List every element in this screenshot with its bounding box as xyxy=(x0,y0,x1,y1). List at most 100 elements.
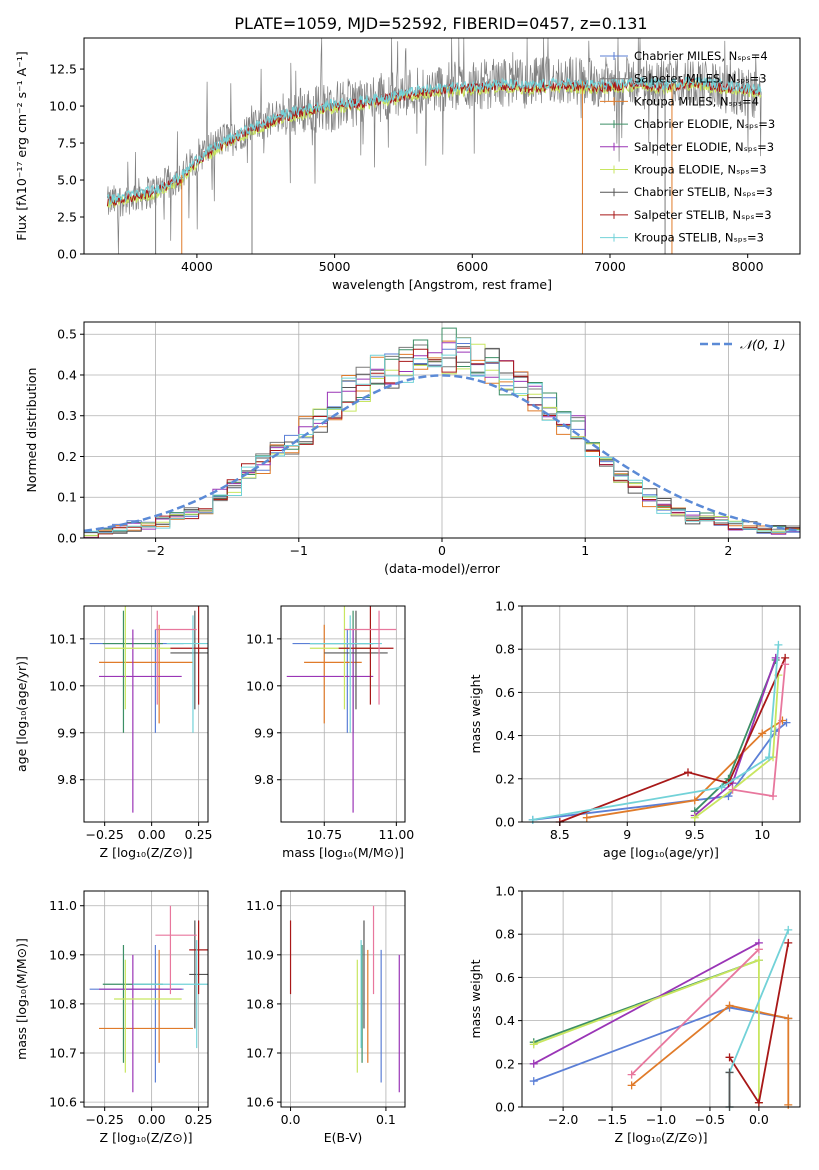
spectrum-model-line xyxy=(106,77,762,207)
spectrum-legend: Chabrier MILES, Nₛₚₛ=4 Salpeter MILES, Nₛ… xyxy=(600,49,775,245)
mass-vs-ebv-plot-area xyxy=(289,905,400,1093)
y-tick-label: 0.0 xyxy=(57,531,77,546)
weight-vs-age-frame xyxy=(521,605,801,823)
weight-marker xyxy=(582,813,591,822)
x-tick-label: 0.00 xyxy=(138,1112,166,1127)
x-tick-label: 2 xyxy=(724,543,732,558)
mass-vs-ebv-frame xyxy=(280,890,406,1108)
age-vs-mass-plot-area xyxy=(286,606,397,813)
y-tick-label: 12.5 xyxy=(49,62,77,77)
y-tick-label: 5.0 xyxy=(57,173,77,188)
y-tick-label: 7.5 xyxy=(57,136,77,151)
x-tick-label: 10 xyxy=(754,827,770,842)
y-tick-label: 10.6 xyxy=(246,1095,274,1110)
y-tick-label: 9.8 xyxy=(57,772,77,787)
x-tick-label: −0.25 xyxy=(86,827,124,842)
y-tick-label: 9.8 xyxy=(254,772,274,787)
weight-line-salp_stelib xyxy=(559,657,787,823)
mass-vs-ebv-axes: 0.0 0.1 10.6 10.7 10.8 10.9 11.0 E(B-V) xyxy=(246,890,406,1145)
x-tick-label: −1.0 xyxy=(646,1112,676,1127)
y-tick-label: 10.8 xyxy=(49,996,77,1011)
y-tick-label: 0.4 xyxy=(57,367,77,382)
y-tick-label: 10.0 xyxy=(246,678,274,693)
weight-line-pink xyxy=(630,948,760,1076)
weight-marker xyxy=(758,729,767,738)
x-tick-label: −1 xyxy=(290,543,308,558)
legend-label: 𝒩(0, 1) xyxy=(740,337,786,352)
weight-vs-age-y-axis-label: mass weight xyxy=(468,674,483,753)
y-tick-label: 10.7 xyxy=(49,1046,77,1061)
x-tick-label: −2 xyxy=(146,543,164,558)
weight-marker xyxy=(771,653,780,662)
weight-line-salp_elodie xyxy=(533,942,760,1065)
mass-vs-ebv-x-axis-label: E(B-V) xyxy=(324,1130,363,1145)
weight-marker xyxy=(528,815,537,824)
x-tick-label: 4000 xyxy=(181,259,213,274)
y-tick-label: 10.9 xyxy=(49,947,77,962)
y-tick-label: 11.0 xyxy=(246,898,274,913)
x-tick-label: 0 xyxy=(438,543,446,558)
weight-marker xyxy=(769,792,778,801)
weight-marker xyxy=(784,1100,793,1109)
y-tick-label: 2.5 xyxy=(57,210,77,225)
x-tick-label: 11.00 xyxy=(378,827,414,842)
residuals-y-axis-label: Normed distribution xyxy=(24,368,39,493)
legend-label: Chabrier ELODIE, Nₛₚₛ=3 xyxy=(634,117,775,131)
weight-marker xyxy=(764,753,773,762)
x-tick-label: 7000 xyxy=(594,259,626,274)
x-tick-label: 0.1 xyxy=(376,1112,396,1127)
y-tick-label: 0.2 xyxy=(57,449,77,464)
y-tick-label: 0.0 xyxy=(495,1100,515,1115)
y-tick-label: 10.1 xyxy=(49,631,77,646)
weight-vs-Z-x-axis-label: Z [log₁₀(Z/Z⊙)] xyxy=(615,1130,708,1145)
residuals-x-axis-label: (data-model)/error xyxy=(384,561,501,576)
y-tick-label: 0.2 xyxy=(495,1056,515,1071)
x-tick-label: 0.00 xyxy=(138,827,166,842)
y-tick-label: 0.4 xyxy=(495,1013,515,1028)
x-tick-label: −0.25 xyxy=(86,1112,124,1127)
y-tick-label: 1.0 xyxy=(495,884,515,899)
mass-vs-Z-axes: −0.25 0.00 0.25 10.6 10.7 10.8 10.9 11.0 Z [log₁… xyxy=(14,890,213,1145)
legend-label: Salpeter MILES, Nₛₚₛ=3 xyxy=(634,72,767,86)
legend-label: Kroupa MILES, Nₛₚₛ=4 xyxy=(634,94,759,108)
age-vs-Z-y-axis-label: age [log₁₀(age/yr)] xyxy=(14,656,29,772)
y-tick-label: 0.5 xyxy=(57,327,77,342)
y-tick-label: 10.0 xyxy=(49,678,77,693)
y-tick-label: 0.4 xyxy=(495,728,515,743)
weight-marker xyxy=(754,945,763,954)
weight-marker xyxy=(725,1001,734,1010)
legend-label: Salpeter STELIB, Nₛₚₛ=3 xyxy=(634,208,772,222)
residuals-plot-area xyxy=(83,327,801,539)
y-tick-label: 0.0 xyxy=(495,815,515,830)
spectrum-y-axis-label: Flux [fλ10⁻¹⁷ erg cm⁻² s⁻¹ A⁻¹] xyxy=(14,51,29,240)
weight-marker xyxy=(728,785,737,794)
x-tick-label: 9.5 xyxy=(685,827,705,842)
y-tick-label: 9.9 xyxy=(57,725,77,740)
age-vs-mass-frame xyxy=(280,605,406,823)
weight-marker xyxy=(690,796,699,805)
mass-vs-Z-y-axis-label: mass [log₁₀(M/M⊙)] xyxy=(14,938,29,1060)
weight-vs-age-x-axis-label: age [log₁₀(age/yr)] xyxy=(603,845,719,860)
residual-legend: 𝒩(0, 1) xyxy=(700,337,786,352)
x-tick-label: 6000 xyxy=(456,259,488,274)
age-vs-Z-x-axis-label: Z [log₁₀(Z/Z⊙)] xyxy=(100,845,193,860)
weight-vs-Z-axes: −2.0 −1.5 −1.0 −0.5 0.0 0.0 0.2 0.4 0.6 0.8 1.0 Z [… xyxy=(468,884,801,1145)
spectrum-model-line xyxy=(106,76,762,206)
x-tick-label: 0.25 xyxy=(185,827,213,842)
y-tick-label: 0.3 xyxy=(57,408,77,423)
x-tick-label: −0.5 xyxy=(695,1112,725,1127)
spectrum-title: PLATE=1059, MJD=52592, FIBERID=0457, z=0… xyxy=(234,14,647,33)
y-tick-label: 0.8 xyxy=(495,642,515,657)
y-tick-label: 10.0 xyxy=(49,99,77,114)
weight-vs-Z-y-axis-label: mass weight xyxy=(468,959,483,1038)
weight-marker xyxy=(725,1053,734,1062)
spectrum-frame xyxy=(83,37,801,255)
x-tick-label: 8.5 xyxy=(550,827,570,842)
x-tick-label: 0.0 xyxy=(749,1112,769,1127)
weight-line-chab_miles xyxy=(532,721,788,821)
weight-marker xyxy=(725,1068,734,1077)
spectrum-data-line xyxy=(107,37,762,255)
x-tick-label: −1.5 xyxy=(597,1112,627,1127)
weight-marker xyxy=(781,660,790,669)
